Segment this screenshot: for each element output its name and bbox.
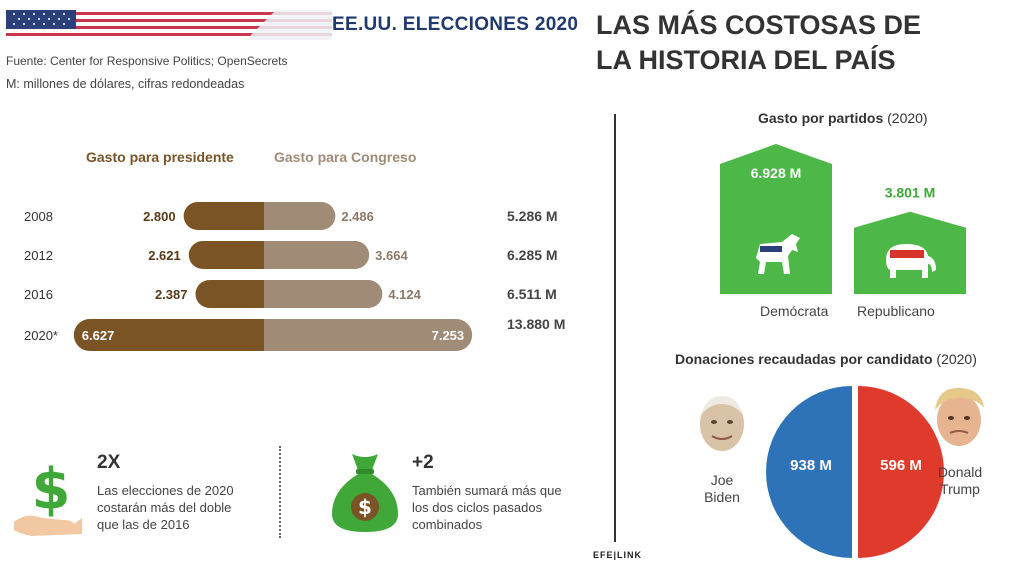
party-label-democrata: Demócrata: [760, 303, 829, 319]
total-label: 5.286 M: [507, 208, 558, 224]
trump-portrait: [935, 387, 984, 446]
total-label: 13.880 M: [507, 316, 565, 332]
year-label: 2016: [24, 287, 53, 302]
stat-2x-value: 2X: [97, 452, 121, 473]
stat-2x-text: Las elecciones de 2020 costarán más del …: [97, 482, 234, 533]
bar-presidente-2012: [188, 241, 264, 269]
money-bag-icon: $: [332, 454, 398, 532]
party-label-republicano: Republicano: [857, 303, 935, 319]
biden-last-name: Biden: [704, 489, 740, 505]
trump-first-name: Donald: [937, 464, 983, 480]
bar-congreso-2016: [264, 280, 383, 308]
party-chart-title: Gasto por partidos (2020): [758, 110, 928, 126]
stat-plus2-line2: los dos ciclos pasados: [412, 500, 543, 515]
party-value-label: 3.801 M: [885, 185, 936, 201]
vertical-divider: [614, 114, 616, 542]
value-label-presidente: 2.800: [143, 209, 176, 224]
stat-plus2-line1: También sumará más que: [412, 483, 562, 498]
stats-divider: [279, 446, 281, 538]
slice-label-trump: 596 M: [880, 457, 922, 474]
year-label: 2008: [24, 209, 53, 224]
stat-2x-line1: Las elecciones de 2020: [97, 483, 234, 498]
elephant-icon: [886, 244, 936, 278]
donkey-icon: [756, 234, 800, 274]
units-note: M: millones de dólares, cifras redondead…: [6, 77, 245, 91]
bar-presidente-2016: [195, 280, 264, 308]
stat-plus2-value: +2: [412, 452, 434, 473]
value-label-presidente: 6.627: [82, 328, 115, 343]
slice-biden: [766, 386, 852, 558]
trump-last-name: Trump: [940, 481, 980, 497]
bar-congreso-2008: [264, 202, 336, 230]
legend-presidente: Gasto para presidente: [86, 149, 234, 165]
value-label-congreso: 7.253: [432, 328, 465, 343]
us-flag-banner: [6, 10, 332, 40]
stat-plus2-line3: combinados: [412, 517, 483, 532]
party-value-label: 6.928 M: [751, 165, 802, 181]
candidate-label-trump: Donald Trump: [934, 464, 986, 498]
source-note: Fuente: Center for Responsive Politics; …: [6, 54, 288, 68]
svg-text:$: $: [358, 495, 372, 519]
stat-2x-line3: que las de 2016: [97, 517, 190, 532]
bar-presidente-2008: [183, 202, 264, 230]
value-label-presidente: 2.387: [155, 287, 188, 302]
total-label: 6.285 M: [507, 247, 558, 263]
party-chart-year: (2020): [887, 110, 928, 126]
year-label: 2020*: [24, 328, 58, 343]
slice-trump: [858, 386, 944, 558]
main-title-line1: LAS MÁS COSTOSAS DE: [596, 10, 922, 40]
value-label-congreso: 4.124: [388, 287, 421, 302]
dollar-hand-icon: $: [14, 457, 82, 536]
main-title: LAS MÁS COSTOSAS DE LA HISTORIA DEL PAÍS: [596, 8, 1016, 78]
donations-chart-title-text: Donaciones recaudadas por candidato: [675, 351, 933, 367]
spending-bar-chart: 2008 2.800 2.486 5.286 M 2012 2.621 3.664 6.285…: [24, 202, 565, 351]
total-label: 6.511 M: [507, 286, 557, 302]
stat-2x-line2: costarán más del doble: [97, 500, 232, 515]
party-bar-democrata: [720, 144, 832, 294]
legend-congreso: Gasto para Congreso: [274, 149, 417, 165]
value-label-congreso: 2.486: [341, 209, 374, 224]
year-label: 2012: [24, 248, 53, 263]
bar-congreso-2012: [264, 241, 370, 269]
candidate-label-biden: Joe Biden: [700, 472, 744, 506]
donations-split-pie: 938 M 596 M: [766, 386, 944, 558]
biden-portrait: [700, 396, 744, 451]
donations-chart-title: Donaciones recaudadas por candidato (202…: [675, 351, 977, 367]
svg-text:$: $: [32, 457, 71, 522]
header-title: EE.UU. ELECCIONES 2020: [332, 14, 579, 35]
main-title-line2: LA HISTORIA DEL PAÍS: [596, 45, 896, 75]
bar-presidente-2020: [73, 319, 264, 351]
party-spending-chart: 6.928 M 3.801 M: [720, 144, 966, 294]
donations-chart-year: (2020): [936, 351, 977, 367]
value-label-congreso: 3.664: [375, 248, 408, 263]
agency-logo: EFE|LINK: [593, 550, 643, 560]
slice-label-biden: 938 M: [790, 457, 832, 474]
stat-plus2-text: También sumará más que los dos ciclos pa…: [412, 482, 562, 533]
bar-congreso-2020: [264, 319, 473, 351]
value-label-presidente: 2.621: [148, 248, 181, 263]
party-chart-title-text: Gasto por partidos: [758, 110, 884, 126]
biden-first-name: Joe: [710, 472, 734, 488]
